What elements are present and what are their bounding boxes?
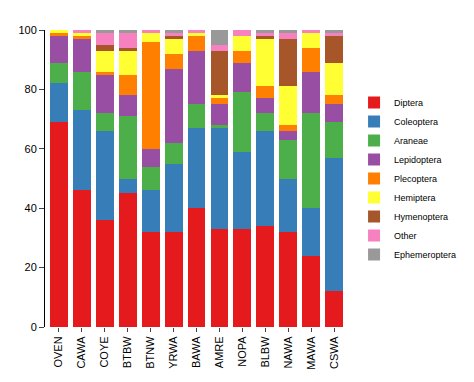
svg-text:OVEN: OVEN — [52, 336, 64, 367]
svg-text:Ephemeroptera: Ephemeroptera — [394, 250, 456, 260]
svg-text:BLBW: BLBW — [259, 336, 271, 368]
svg-text:BAWA: BAWA — [190, 336, 202, 368]
svg-text:Hemiptera: Hemiptera — [394, 193, 436, 203]
svg-text:40: 40 — [25, 202, 37, 214]
svg-text:Diptera: Diptera — [394, 98, 423, 108]
svg-text:Lepidoptera: Lepidoptera — [394, 155, 442, 165]
svg-text:NAWA: NAWA — [282, 336, 294, 369]
svg-text:NOPA: NOPA — [236, 336, 248, 367]
svg-text:60: 60 — [25, 143, 37, 155]
svg-text:80: 80 — [25, 83, 37, 95]
svg-text:20: 20 — [25, 261, 37, 273]
svg-text:BTNW: BTNW — [144, 336, 156, 369]
svg-text:YRWA: YRWA — [167, 336, 179, 369]
svg-text:Araneae: Araneae — [394, 136, 428, 146]
svg-text:AMRE: AMRE — [213, 336, 225, 368]
svg-text:Hymenoptera: Hymenoptera — [394, 212, 448, 222]
svg-text:CSWA: CSWA — [328, 336, 340, 369]
svg-text:100: 100 — [18, 24, 36, 36]
svg-text:Coleoptera: Coleoptera — [394, 117, 438, 127]
svg-text:COYE: COYE — [98, 336, 110, 367]
svg-text:MAWA: MAWA — [305, 336, 317, 370]
svg-text:Plecoptera: Plecoptera — [394, 174, 437, 184]
svg-text:CAWA: CAWA — [75, 336, 87, 369]
svg-text:0: 0 — [31, 321, 37, 333]
svg-text:Other: Other — [394, 231, 417, 241]
svg-text:BTBW: BTBW — [121, 336, 133, 368]
